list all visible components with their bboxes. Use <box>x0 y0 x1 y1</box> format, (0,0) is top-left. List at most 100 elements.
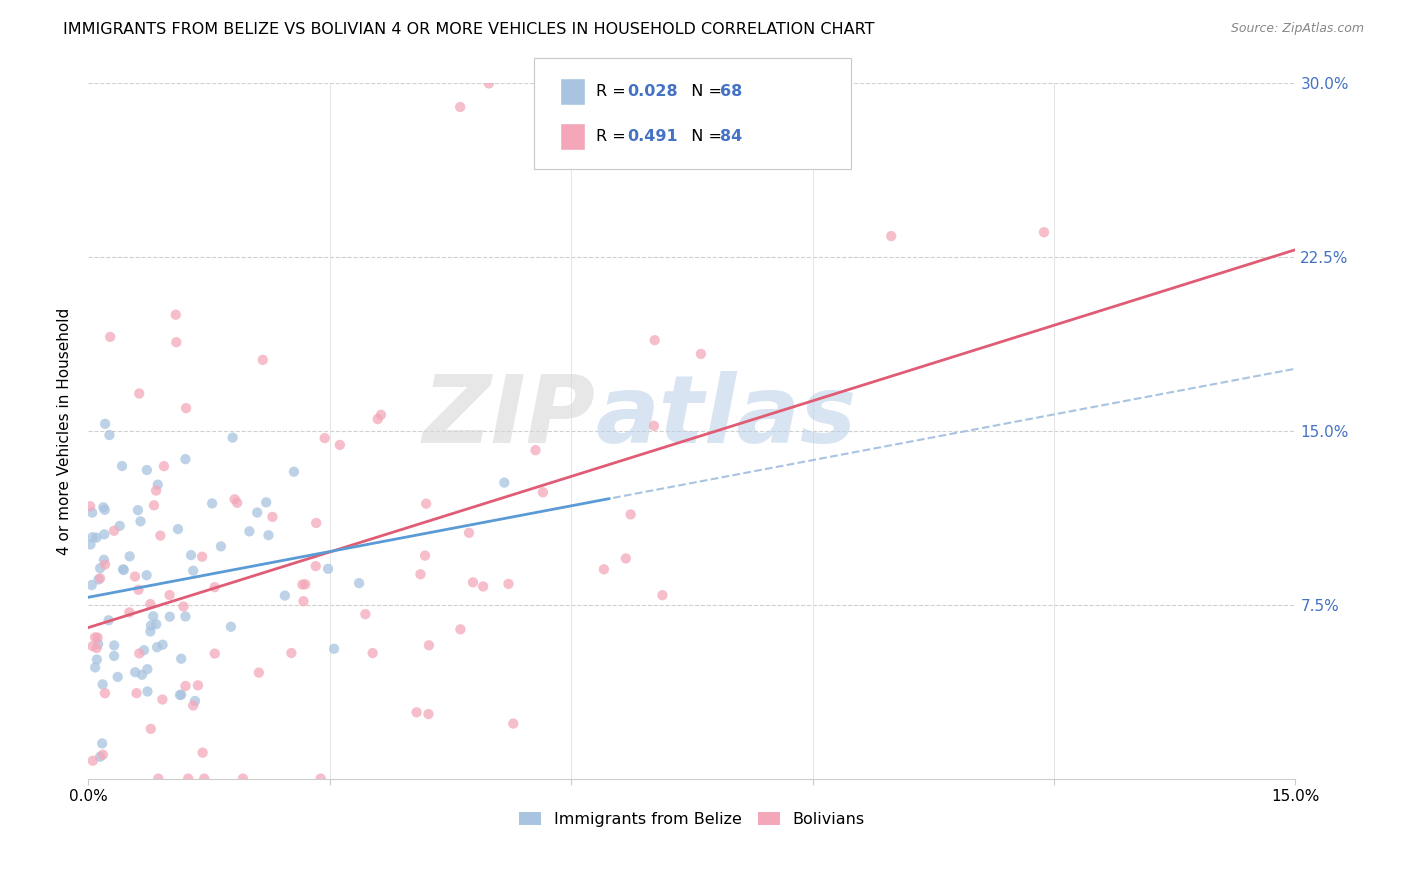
Point <box>94 503 117 517</box>
Point <box>86 652 108 666</box>
Point <box>246 506 269 520</box>
Point <box>413 549 436 563</box>
Point <box>91 677 114 691</box>
Point <box>153 459 176 474</box>
Point <box>139 618 162 632</box>
Point <box>209 540 232 554</box>
Text: R =: R = <box>596 84 631 99</box>
Point <box>125 686 148 700</box>
Point <box>167 522 190 536</box>
Point <box>98 428 121 442</box>
Point <box>82 530 104 544</box>
Point <box>136 684 159 698</box>
Point <box>89 749 111 764</box>
Point <box>174 679 197 693</box>
Point <box>292 594 315 608</box>
Point <box>224 492 246 507</box>
Text: 84: 84 <box>720 128 742 144</box>
Point <box>169 688 191 702</box>
Point <box>201 496 224 510</box>
Point <box>614 551 637 566</box>
Point <box>644 333 666 347</box>
Point <box>247 665 270 680</box>
Point <box>309 772 332 786</box>
Point <box>531 485 554 500</box>
Point <box>174 452 197 467</box>
Point <box>149 528 172 542</box>
Text: 0.028: 0.028 <box>627 84 678 99</box>
Point <box>329 438 352 452</box>
Legend: Immigrants from Belize, Bolivians: Immigrants from Belize, Bolivians <box>512 805 872 833</box>
Point <box>221 431 243 445</box>
Point <box>409 567 432 582</box>
Point <box>132 643 155 657</box>
Point <box>314 431 336 445</box>
Point <box>498 577 520 591</box>
Y-axis label: 4 or more Vehicles in Household: 4 or more Vehicles in Household <box>58 308 72 555</box>
Point <box>165 308 187 322</box>
Point <box>148 772 170 786</box>
Point <box>139 597 162 611</box>
Point <box>86 531 108 545</box>
Point <box>128 582 150 597</box>
Point <box>283 465 305 479</box>
Point <box>170 651 193 665</box>
Point <box>135 463 157 477</box>
Point <box>418 638 440 652</box>
Point <box>152 692 174 706</box>
Point <box>82 506 104 520</box>
Point <box>91 747 114 762</box>
Point <box>405 706 427 720</box>
Point <box>643 418 665 433</box>
Point <box>191 549 214 564</box>
Point <box>280 646 302 660</box>
Point <box>98 330 121 344</box>
Point <box>174 609 197 624</box>
Point <box>354 607 377 622</box>
Point <box>174 401 197 416</box>
Point <box>159 609 181 624</box>
Point <box>136 662 159 676</box>
Point <box>146 640 169 655</box>
Point <box>187 678 209 692</box>
Point <box>89 571 111 585</box>
Point <box>79 537 101 551</box>
Point <box>93 527 115 541</box>
Point <box>690 347 713 361</box>
Point <box>107 670 129 684</box>
Point <box>461 575 484 590</box>
Point <box>94 558 117 572</box>
Point <box>367 412 389 426</box>
Text: 68: 68 <box>720 84 742 99</box>
Point <box>135 568 157 582</box>
Point <box>294 577 316 591</box>
Point <box>305 516 328 530</box>
Point <box>305 559 328 574</box>
Text: IMMIGRANTS FROM BELIZE VS BOLIVIAN 4 OR MORE VEHICLES IN HOUSEHOLD CORRELATION C: IMMIGRANTS FROM BELIZE VS BOLIVIAN 4 OR … <box>63 22 875 37</box>
Point <box>1033 225 1056 239</box>
Point <box>291 577 314 591</box>
Point <box>87 573 110 587</box>
Point <box>139 624 162 639</box>
Point <box>458 525 481 540</box>
Point <box>254 495 277 509</box>
Text: ZIP: ZIP <box>422 371 595 463</box>
Point <box>238 524 260 539</box>
Point <box>124 569 146 583</box>
Point <box>97 613 120 627</box>
Point <box>124 665 146 680</box>
Point <box>232 772 254 786</box>
Point <box>128 647 150 661</box>
Point <box>143 498 166 512</box>
Point <box>180 548 202 562</box>
Point <box>82 639 104 653</box>
Point <box>880 229 903 244</box>
Point <box>252 352 274 367</box>
Point <box>89 561 111 575</box>
Point <box>142 609 165 624</box>
Text: atlas: atlas <box>595 371 856 463</box>
Point <box>152 638 174 652</box>
Point <box>84 630 107 644</box>
Point <box>181 698 204 713</box>
Point <box>86 631 108 645</box>
